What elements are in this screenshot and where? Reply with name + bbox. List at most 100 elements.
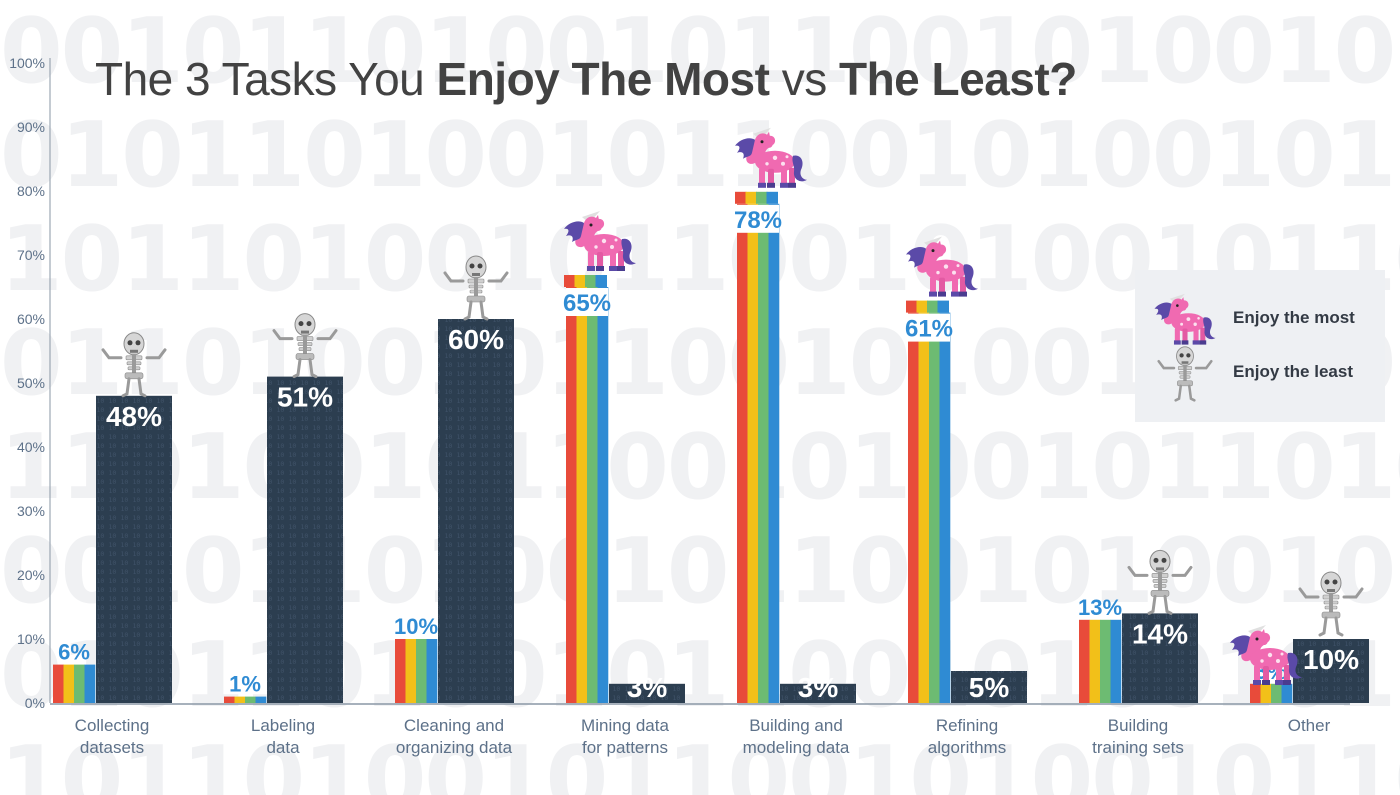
bar-most-stripe: [918, 312, 930, 703]
y-tick-label: 100%: [9, 55, 45, 71]
x-category-label: data: [266, 738, 300, 757]
bar-most-stripe: [768, 203, 780, 704]
bars: 6%48%1%51%10%60%65%3%78%3%61%5%13%14%3% 1…: [53, 127, 1369, 704]
y-tick-label: 60%: [17, 311, 45, 327]
bar-most-stripe: [1260, 683, 1272, 703]
pedestal-stripe: [937, 300, 949, 313]
bar-most-stripe: [747, 203, 759, 704]
pedestal-stripe: [595, 275, 607, 287]
bar-most: [737, 203, 780, 704]
pedestal-stripe: [756, 191, 768, 204]
y-tick-label: 10%: [17, 631, 45, 647]
bar-most-stripe: [84, 664, 96, 703]
bar-most-stripe: [587, 287, 598, 703]
bar-most-stripe: [1089, 619, 1101, 703]
unicorn-icon: [564, 211, 636, 271]
bar-least-value-label: 60%: [448, 324, 504, 355]
x-category-label: datasets: [80, 738, 144, 757]
bar-most-stripe: [1100, 619, 1111, 703]
x-category-label: modeling data: [743, 738, 850, 757]
bar-most-stripe: [1079, 619, 1090, 703]
bar-least-value-label: 51%: [277, 382, 333, 413]
bar-most-stripe: [395, 639, 406, 703]
bar-most-label-bg: [737, 204, 779, 233]
bar-least: [438, 319, 514, 703]
bar-most: [53, 664, 96, 703]
pedestal-stripe: [927, 300, 939, 313]
bar-most: [908, 312, 951, 703]
bar-most-stripe: [1250, 683, 1261, 703]
pedestal-stripe: [564, 275, 576, 287]
bar-most-stripe: [63, 664, 75, 703]
bar-most-stripe: [234, 696, 246, 703]
legend-label-most: Enjoy the most: [1233, 308, 1355, 327]
y-tick-label: 30%: [17, 503, 45, 519]
unicorn-pedestal: [735, 191, 778, 204]
bar-least: [1293, 639, 1369, 703]
x-category-label: Refining: [936, 716, 998, 735]
unicorn-pedestal: [906, 300, 949, 313]
bar-most-stripe: [908, 312, 919, 703]
pedestal-stripe: [745, 191, 757, 204]
unicorn-icon: [1154, 293, 1216, 345]
legend-item-most: Enjoy the most: [1135, 292, 1385, 348]
bar-most: [395, 639, 438, 703]
skeleton-icon: [1127, 548, 1193, 615]
unicorn-pedestal: [564, 275, 607, 287]
skeleton-icon: [101, 331, 167, 398]
pedestal-stripe: [916, 300, 928, 313]
bar-most-stripe: [737, 203, 748, 704]
bar-least: [96, 395, 172, 703]
x-category-label: algorithms: [928, 738, 1006, 757]
bar-most-stripe: [929, 312, 940, 703]
pedestal-stripe: [906, 300, 918, 313]
legend-item-least: Enjoy the least: [1135, 346, 1385, 402]
pedestal-stripe: [735, 191, 747, 204]
bar-least-value-label: 48%: [106, 401, 162, 432]
bar-least: [609, 683, 685, 703]
y-tick-label: 0%: [25, 695, 45, 711]
chart-title: The 3 Tasks You Enjoy The Most vs The Le…: [95, 53, 1077, 105]
bar-most-stripe: [53, 664, 64, 703]
skeleton-icon: [443, 254, 509, 321]
bar-most: [1250, 683, 1293, 703]
pedestal-stripe: [574, 275, 586, 287]
x-axis-labels: Collecting datasets Labeling data Cleaning a…: [75, 716, 1331, 757]
bar-least-value-label: 5%: [969, 672, 1010, 703]
bar-most-stripe: [405, 639, 417, 703]
x-category-label: training sets: [1092, 738, 1184, 757]
x-category-label: Building and: [749, 716, 843, 735]
bar-least-value-label: 3%: [627, 672, 668, 703]
pedestal-stripe: [766, 191, 778, 204]
x-category-label: Mining data: [581, 716, 669, 735]
bar-most-stripe: [245, 696, 256, 703]
skeleton-icon: [272, 312, 338, 379]
x-category-label: for patterns: [582, 738, 668, 757]
y-tick-label: 90%: [17, 119, 45, 135]
bar-most-value-label: 10%: [394, 614, 438, 639]
y-tick-label: 40%: [17, 439, 45, 455]
y-tick-label: 80%: [17, 183, 45, 199]
bar-most-stripe: [224, 696, 235, 703]
bar-most-value-label: 1%: [229, 672, 261, 697]
bar-most-value-label: 13%: [1078, 595, 1122, 620]
bar-least: [267, 376, 343, 703]
y-axis: 0% 10% 20% 30% 40% 50% 60% 70% 80% 90% 100%: [9, 55, 1350, 711]
y-tick-label: 70%: [17, 247, 45, 263]
pedestal-stripe: [585, 275, 597, 287]
bar-most: [224, 696, 267, 703]
y-tick-label: 20%: [17, 567, 45, 583]
bar-most-stripe: [74, 664, 85, 703]
bar-most-stripe: [1271, 683, 1282, 703]
bar-most-value-label: 6%: [58, 640, 90, 665]
x-category-label: Labeling: [251, 716, 315, 735]
bar-most-label-bg: [566, 288, 608, 316]
bar-most-stripe: [576, 287, 588, 703]
legend-label-least: Enjoy the least: [1233, 362, 1353, 381]
bar-least: [780, 683, 856, 703]
bar-most-stripe: [939, 312, 951, 703]
bar-most-value-label: 78%: [734, 207, 782, 234]
bar-least-value-label: 14%: [1132, 618, 1188, 649]
bar-least-value-label: 3%: [798, 672, 839, 703]
